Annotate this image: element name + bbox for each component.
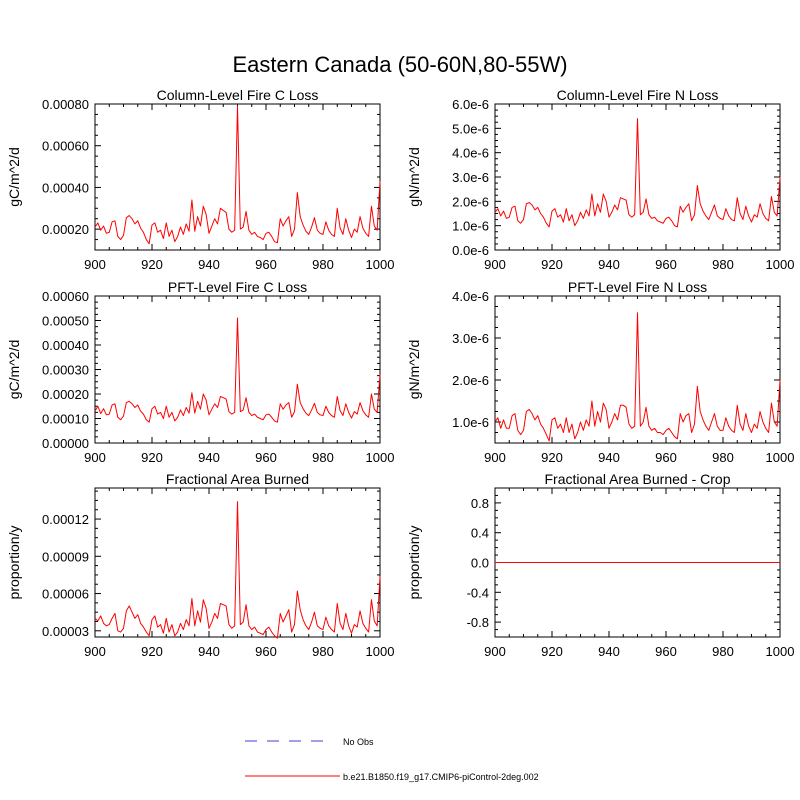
y-tick-label: 0.0 (471, 556, 489, 571)
chart-panel-4: PFT-Level Fire N Loss gN/m^2/d 900 920 940 96… (406, 279, 794, 465)
y-tick-label: 0.00060 (42, 139, 89, 154)
x-tick-label: 960 (255, 257, 277, 272)
legend-model-label: b.e21.B1850.f19_g17.CMIP6-piControl-2deg… (343, 772, 539, 782)
series-line (494, 312, 781, 442)
y-tick-label: 0.00040 (42, 338, 89, 353)
x-tick-label: 1000 (766, 644, 795, 659)
series-line (94, 501, 381, 639)
x-tick-label: 960 (655, 450, 677, 465)
y-tick-label: 0.00020 (42, 387, 89, 402)
y-tick-label: 0.00030 (42, 363, 89, 378)
chart-panel-3: PFT-Level Fire C Loss gC/m^2/d 900 920 940 96… (6, 279, 394, 465)
x-tick-label: 940 (198, 644, 220, 659)
y-tick-label: 0.00050 (42, 314, 89, 329)
y-axis-label: gC/m^2/d (6, 147, 22, 206)
x-tick-label: 920 (541, 450, 563, 465)
panel-title: Column-Level Fire N Loss (557, 87, 719, 103)
x-tick-label: 920 (541, 257, 563, 272)
x-tick-label: 1000 (366, 257, 395, 272)
legend-no-obs-label: No Obs (343, 737, 374, 747)
x-tick-label: 1000 (366, 644, 395, 659)
y-tick-label: 0.00006 (42, 587, 89, 602)
x-tick-label: 980 (712, 257, 734, 272)
x-tick-label: 960 (655, 644, 677, 659)
x-tick-label: 940 (598, 644, 620, 659)
x-tick-label: 900 (484, 644, 506, 659)
x-tick-label: 1000 (766, 257, 795, 272)
y-tick-label: 4.0e-6 (452, 289, 489, 304)
y-axis-label: gC/m^2/d (6, 340, 22, 399)
y-axis-label: gN/m^2/d (406, 147, 422, 206)
series-line (94, 317, 381, 423)
x-tick-label: 940 (598, 450, 620, 465)
x-tick-label: 980 (712, 450, 734, 465)
x-tick-label: 1000 (766, 450, 795, 465)
y-tick-label: 1.0e-6 (452, 415, 489, 430)
series-line (94, 105, 381, 245)
y-tick-label: -0.8 (467, 615, 489, 630)
x-tick-label: 900 (484, 450, 506, 465)
chart-panel-1: Column-Level Fire C Loss gC/m^2/d 900 920 94… (6, 87, 394, 272)
y-axis-label: proportion/y (6, 526, 22, 600)
y-axis-label: proportion/y (406, 526, 422, 600)
x-tick-label: 980 (312, 644, 334, 659)
panel-title: Column-Level Fire C Loss (157, 87, 319, 103)
y-axis-label: gN/m^2/d (406, 340, 422, 399)
x-tick-label: 980 (312, 450, 334, 465)
y-tick-label: 0.4 (471, 526, 489, 541)
panel-title: Fractional Area Burned (166, 471, 309, 487)
series-line (494, 118, 781, 228)
y-tick-label: 4.0e-6 (452, 146, 489, 161)
chart-panel-2: Column-Level Fire N Loss gN/m^2/d 900 920 94… (406, 87, 794, 272)
y-tick-label: 0.00010 (42, 412, 89, 427)
x-tick-label: 1000 (366, 450, 395, 465)
x-tick-label: 920 (541, 644, 563, 659)
x-tick-label: 920 (141, 450, 163, 465)
y-tick-label: 0.8 (471, 496, 489, 511)
y-tick-label: 0.00020 (42, 222, 89, 237)
figure-title: Eastern Canada (50-60N,80-55W) (232, 52, 567, 77)
panel-title: PFT-Level Fire C Loss (168, 279, 307, 295)
y-tick-label: 0.00012 (42, 512, 89, 527)
y-tick-label: 0.00080 (42, 97, 89, 112)
panels: Column-Level Fire C Loss gC/m^2/d 900 920 94… (6, 87, 794, 659)
x-tick-label: 960 (655, 257, 677, 272)
y-tick-label: 0.00040 (42, 180, 89, 195)
y-tick-label: 0.00060 (42, 289, 89, 304)
x-tick-label: 900 (84, 257, 106, 272)
y-tick-label: 3.0e-6 (452, 170, 489, 185)
x-tick-label: 940 (198, 450, 220, 465)
y-tick-label: 0.0e-6 (452, 243, 489, 258)
x-tick-label: 960 (255, 644, 277, 659)
y-tick-label: 3.0e-6 (452, 331, 489, 346)
x-tick-label: 920 (141, 644, 163, 659)
x-tick-label: 960 (255, 450, 277, 465)
chart-panel-5: Fractional Area Burned proportion/y 900 920… (6, 471, 394, 659)
y-tick-label: 0.00009 (42, 549, 89, 564)
y-tick-label: 2.0e-6 (452, 194, 489, 209)
chart-panel-6: Fractional Area Burned - Crop proportion/… (406, 471, 794, 659)
x-tick-label: 980 (312, 257, 334, 272)
y-tick-label: 5.0e-6 (452, 121, 489, 136)
y-tick-label: 2.0e-6 (452, 373, 489, 388)
x-tick-label: 900 (84, 644, 106, 659)
y-tick-label: 6.0e-6 (452, 97, 489, 112)
panel-title: Fractional Area Burned - Crop (545, 471, 731, 487)
panel-title: PFT-Level Fire N Loss (568, 279, 707, 295)
x-tick-label: 940 (598, 257, 620, 272)
x-tick-label: 900 (84, 450, 106, 465)
y-tick-label: -0.4 (467, 585, 489, 600)
x-tick-label: 940 (198, 257, 220, 272)
x-tick-label: 900 (484, 257, 506, 272)
y-tick-label: 0.00000 (42, 436, 89, 451)
y-tick-label: 0.00003 (42, 624, 89, 639)
x-tick-label: 980 (712, 644, 734, 659)
legend: No Obs b.e21.B1850.f19_g17.CMIP6-piContr… (245, 737, 539, 782)
y-tick-label: 1.0e-6 (452, 219, 489, 234)
x-tick-label: 920 (141, 257, 163, 272)
